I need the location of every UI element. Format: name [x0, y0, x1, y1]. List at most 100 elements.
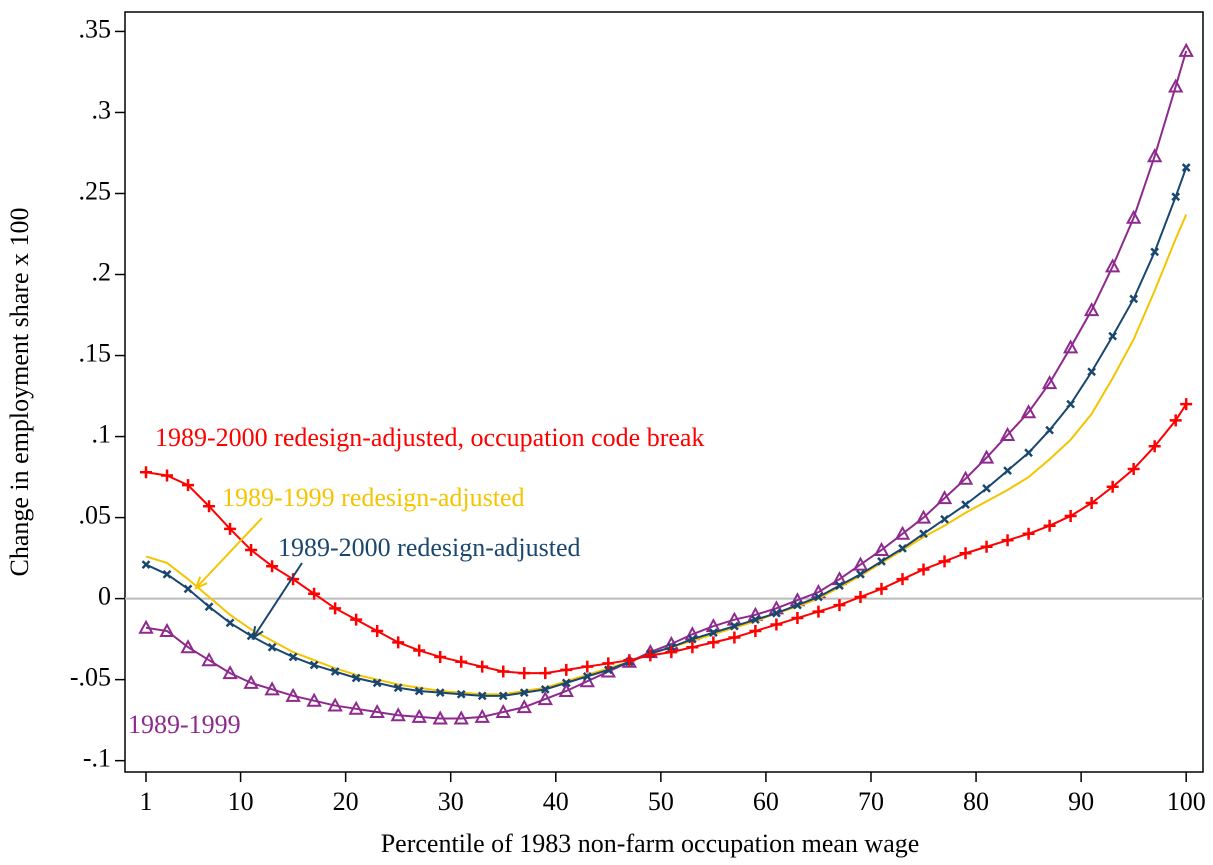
point: [1106, 480, 1119, 493]
point: [455, 655, 468, 668]
point: [687, 634, 697, 644]
point: [1171, 192, 1181, 202]
point: [980, 540, 993, 553]
point: [453, 710, 469, 725]
x-tick-label: 80: [963, 787, 989, 816]
point: [961, 500, 970, 510]
point: [877, 556, 886, 566]
point: [940, 514, 949, 524]
point: [351, 673, 361, 683]
point: [264, 681, 280, 696]
point: [873, 541, 890, 556]
point: [476, 660, 489, 673]
y-tick-label: 0: [98, 582, 111, 611]
point: [1043, 519, 1056, 532]
point: [665, 646, 678, 659]
point: [308, 587, 321, 600]
y-tick-label: .1: [92, 420, 112, 449]
point: [560, 663, 573, 676]
point: [372, 678, 382, 688]
point: [999, 426, 1016, 441]
point: [518, 667, 531, 680]
point: [686, 641, 699, 654]
point: [434, 650, 447, 663]
point: [1169, 414, 1182, 427]
plot-frame: [124, 11, 1204, 773]
point: [751, 615, 760, 625]
point: [432, 710, 448, 725]
point: [623, 654, 636, 667]
point: [225, 618, 235, 628]
y-tick-label: -.1: [83, 744, 111, 773]
point: [1045, 425, 1054, 435]
x-tick-label: 1: [140, 787, 153, 816]
point: [159, 622, 175, 638]
point: [162, 569, 172, 579]
x-tick-label: 90: [1068, 787, 1094, 816]
point: [1181, 163, 1191, 172]
point: [414, 686, 424, 696]
point: [894, 525, 911, 540]
point: [812, 605, 825, 618]
point: [435, 688, 445, 697]
point: [306, 692, 322, 707]
point: [1150, 247, 1160, 257]
point: [1178, 42, 1194, 57]
point: [309, 660, 319, 670]
point: [898, 543, 907, 553]
point: [390, 707, 406, 722]
point: [497, 665, 510, 678]
point: [959, 547, 972, 560]
series-label: 1989-2000 redesign-adjusted: [278, 533, 581, 562]
point: [222, 665, 238, 680]
point: [1087, 367, 1097, 377]
point: [579, 673, 595, 688]
point: [1001, 534, 1014, 547]
point: [203, 500, 216, 513]
point: [245, 543, 258, 556]
point: [371, 625, 384, 638]
x-tick-label: 10: [228, 787, 254, 816]
point: [348, 700, 364, 715]
point: [288, 652, 298, 662]
point: [138, 619, 154, 634]
point: [1104, 258, 1121, 273]
series-label: 1989-1999: [128, 710, 241, 739]
point: [770, 618, 783, 631]
point: [1064, 509, 1077, 522]
point: [772, 608, 781, 618]
point: [581, 660, 594, 673]
y-tick-label: .35: [79, 14, 112, 43]
point: [602, 657, 615, 670]
point: [835, 581, 844, 591]
point: [558, 682, 574, 697]
point: [477, 691, 487, 701]
point: [854, 590, 867, 603]
y-tick-label: .2: [92, 257, 112, 286]
point: [852, 556, 869, 571]
point: [1125, 209, 1142, 224]
y-tick-label: .05: [79, 501, 112, 530]
x-tick-label: 20: [333, 787, 359, 816]
point: [1066, 399, 1075, 409]
point: [1148, 440, 1161, 453]
point: [1167, 78, 1184, 93]
point: [957, 470, 974, 485]
point: [1003, 466, 1012, 475]
point: [537, 690, 553, 706]
point: [1022, 527, 1035, 540]
point: [267, 642, 277, 652]
point: [182, 479, 195, 492]
point: [938, 555, 951, 568]
series-label: 1989-1999 redesign-adjusted: [222, 483, 525, 512]
y-tick-label: .25: [79, 176, 112, 205]
point: [393, 683, 403, 693]
point: [1108, 331, 1118, 341]
point: [1127, 462, 1140, 475]
point: [498, 691, 508, 701]
x-tick-label: 70: [858, 787, 884, 816]
point: [456, 689, 466, 699]
point: [539, 667, 552, 680]
series-line: [145, 50, 1188, 720]
point: [285, 687, 301, 702]
